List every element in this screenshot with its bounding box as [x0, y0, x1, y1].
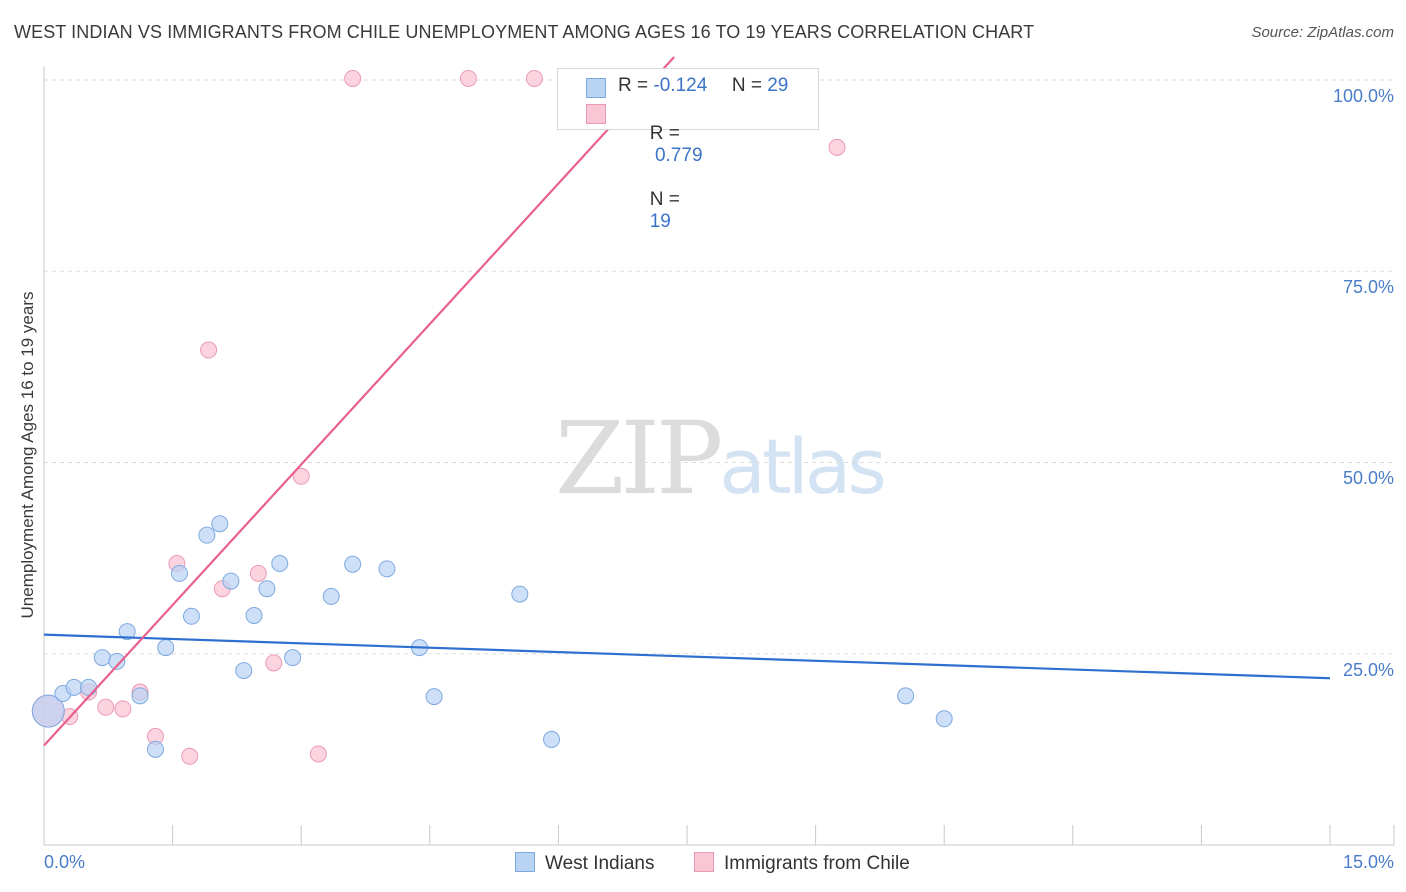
correlation-legend: R = -0.124 N = 29 R = 0.779 N = 19: [557, 68, 819, 232]
west-indians-point: [222, 572, 240, 590]
bottom-legend-label-chile: Immigrants from Chile: [724, 853, 910, 874]
chile-point: [309, 745, 327, 763]
chile-point: [828, 138, 846, 156]
west-indians-point: [322, 587, 340, 605]
x-tick-label-max: 15.0%: [1342, 852, 1394, 872]
west-indians-point: [146, 740, 164, 758]
west-indians-point: [131, 687, 149, 705]
west-indians-point: [170, 564, 188, 582]
chile-point: [200, 341, 218, 359]
bottom-legend-label-west-indians: West Indians: [545, 853, 655, 874]
y-tick-label-75: 75.0%: [1342, 277, 1394, 297]
chile-point: [459, 69, 477, 87]
legend-r-value: -0.124: [653, 75, 708, 96]
legend-n-label: N =: [731, 75, 762, 96]
chile-point: [265, 654, 283, 672]
watermark: ZIPatlas: [555, 400, 887, 517]
watermark-atlas: atlas: [719, 422, 887, 511]
west-indians-point: [378, 560, 396, 578]
chart-title: WEST INDIAN VS IMMIGRANTS FROM CHILE UNE…: [14, 22, 1035, 42]
legend-n-value: 19: [649, 211, 671, 232]
watermark-zip: ZIP: [555, 400, 723, 517]
west-indians-point: [543, 730, 561, 748]
west-indians-point: [284, 649, 302, 667]
west-indians-point: [108, 652, 126, 670]
west-indians-trend-line: [43, 633, 1331, 680]
west-indians-point: [511, 585, 529, 603]
chile-point: [249, 564, 267, 582]
y-axis-label: Unemployment Among Ages 16 to 19 years: [18, 291, 37, 619]
grid-lines: [44, 79, 1394, 655]
chile-point: [181, 747, 199, 765]
west-indians-point: [425, 688, 443, 706]
legend-r-value: 0.779: [649, 145, 703, 166]
legend-n-value: 29: [767, 75, 789, 96]
west-indians-point: [211, 515, 229, 533]
y-tick-label-25: 25.0%: [1342, 660, 1394, 680]
y-tick-label-100: 100.0%: [1332, 86, 1394, 106]
legend-swatch-chile: [586, 104, 606, 124]
legend-r-label: R =: [618, 75, 649, 96]
west-indians-point: [80, 678, 98, 696]
legend-n-label: N =: [649, 189, 680, 210]
chile-point: [344, 69, 362, 87]
west-indians-point: [93, 649, 111, 667]
legend-swatch-west-indians: [586, 78, 606, 98]
west-indians-point: [198, 526, 216, 544]
chile-point: [292, 467, 310, 485]
chile-points: [31, 69, 846, 765]
chile-point: [97, 698, 115, 716]
bottom-legend-swatch-chile: [694, 852, 714, 872]
west-indians-point: [235, 662, 253, 680]
y-tick-label-50: 50.0%: [1342, 468, 1394, 488]
west-indians-point: [65, 678, 83, 696]
west-indians-point: [245, 607, 263, 624]
chile-point: [525, 69, 543, 87]
bottom-legend-swatch-west-indians: [515, 852, 535, 872]
axes: [43, 66, 1395, 846]
west-indians-points: [31, 515, 953, 758]
west-indians-point: [118, 623, 136, 641]
west-indians-point: [157, 639, 175, 657]
bottom-legend-chile: Immigrants from Chile: [694, 852, 910, 875]
chile-trend-line: [43, 56, 675, 747]
west-indians-point: [897, 687, 915, 705]
x-tick-label-min: 0.0%: [44, 852, 86, 872]
west-indians-point: [271, 554, 289, 572]
trend-lines: [43, 56, 1331, 747]
west-indians-point: [344, 555, 362, 573]
bottom-legend-west-indians: West Indians: [515, 852, 654, 875]
west-indians-point: [258, 580, 276, 598]
west-indians-point: [31, 694, 65, 728]
legend-r-label: R =: [649, 123, 680, 144]
west-indians-point: [182, 607, 200, 625]
source-label: Source: ZipAtlas.com: [1251, 24, 1394, 41]
west-indians-point: [935, 710, 953, 728]
chile-point: [114, 700, 132, 718]
